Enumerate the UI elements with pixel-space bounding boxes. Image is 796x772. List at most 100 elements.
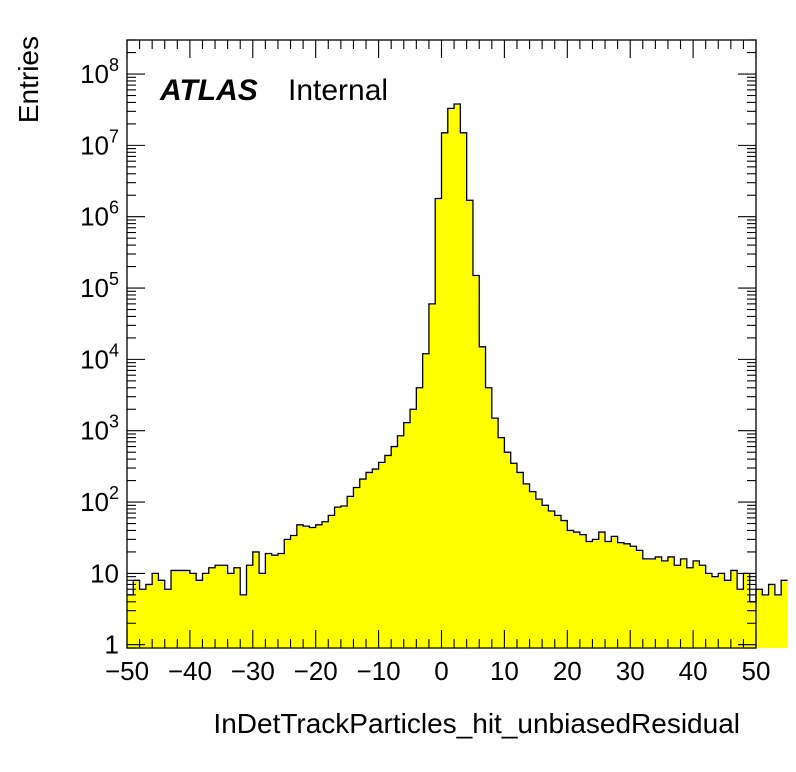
- histogram-bin: [674, 565, 681, 648]
- histogram-bin: [227, 573, 235, 648]
- histogram-bin: [303, 526, 310, 648]
- histogram-bin: [454, 104, 461, 648]
- histogram-bin: [586, 541, 593, 648]
- histogram-bin: [196, 580, 203, 648]
- histogram-bin: [221, 565, 229, 648]
- histogram-bin: [510, 463, 518, 648]
- histogram-bin: [145, 584, 153, 648]
- atlas-label-bold: ATLAS: [159, 74, 258, 107]
- histogram-bin: [554, 515, 562, 648]
- histogram-bin: [730, 570, 738, 648]
- histogram-bin: [548, 510, 556, 648]
- y-tick-label: 108: [80, 55, 119, 89]
- x-axis-label: InDetTrackParticles_hit_unbiasedResidual: [213, 708, 740, 739]
- histogram-bin: [202, 573, 210, 648]
- histogram-bin: [774, 594, 782, 648]
- histogram-bin: [284, 539, 291, 648]
- histogram-bin: [642, 558, 650, 648]
- histogram-bin: [139, 589, 147, 648]
- histogram-bin: [479, 346, 486, 648]
- histogram-bin: [133, 580, 140, 648]
- x-tick-label: −30: [231, 656, 275, 686]
- histogram-bin: [686, 567, 694, 648]
- histogram-bin: [718, 573, 725, 648]
- histogram-bin: [504, 452, 512, 648]
- histogram-bin: [127, 594, 134, 648]
- histogram-bin: [410, 409, 417, 648]
- histogram-bin: [605, 541, 612, 648]
- histogram-bin: [485, 387, 493, 648]
- histogram-bin: [705, 573, 713, 648]
- histogram-bin: [529, 491, 537, 648]
- histogram-bin: [189, 573, 197, 648]
- histogram-bin: [693, 560, 700, 648]
- histogram-bars: [127, 103, 788, 649]
- y-tick-label: 1: [105, 630, 119, 660]
- histogram-bin: [542, 505, 549, 648]
- histogram-bin: [756, 589, 763, 648]
- histogram-bin: [636, 550, 644, 648]
- histogram-bin: [215, 565, 222, 648]
- histogram-bin: [561, 520, 568, 648]
- histogram-bin: [296, 524, 304, 648]
- histogram-bin: [472, 275, 480, 648]
- histogram-outline: [127, 103, 788, 603]
- histogram-bin: [397, 435, 405, 648]
- histogram-bin: [233, 567, 241, 648]
- histogram-bin: [460, 132, 468, 649]
- histogram-bin: [177, 570, 185, 648]
- histogram-bin: [246, 565, 254, 648]
- histogram-bin: [466, 200, 474, 648]
- histogram-bin: [290, 535, 298, 648]
- histogram-bin: [667, 556, 675, 648]
- histogram-bin: [447, 108, 455, 649]
- histogram-bin: [158, 580, 166, 648]
- y-tick-label: 106: [80, 198, 119, 232]
- plot-frame: [126, 39, 757, 649]
- histogram-bin: [617, 542, 625, 648]
- histogram-bin: [309, 527, 317, 648]
- histogram-bin: [271, 555, 279, 648]
- histogram-bin: [573, 532, 581, 648]
- histogram-bin: [535, 499, 543, 648]
- histogram-bin: [384, 455, 392, 648]
- histogram-bin: [711, 576, 719, 648]
- histogram-bin: [240, 594, 247, 648]
- histogram-bin: [630, 546, 637, 648]
- x-tick-label: 30: [616, 656, 645, 686]
- histogram-bin: [724, 580, 732, 648]
- histogram-bin: [378, 462, 386, 648]
- histogram-bin: [416, 387, 424, 648]
- y-tick-label: 105: [80, 269, 119, 303]
- histogram-bin: [749, 601, 757, 648]
- histogram-bin: [655, 556, 663, 648]
- histogram-bin: [208, 567, 216, 648]
- histogram-bin: [435, 198, 442, 648]
- histogram-bin: [516, 472, 524, 648]
- y-tick-label: 102: [80, 483, 119, 517]
- x-tick-label: −20: [294, 656, 338, 686]
- histogram-bin: [441, 132, 449, 649]
- histogram-bin: [523, 483, 530, 648]
- histogram-bin: [661, 560, 669, 648]
- histogram-bin: [340, 506, 348, 648]
- histogram-bin: [768, 584, 776, 648]
- histogram-bin: [403, 422, 411, 648]
- histogram-bin: [277, 553, 285, 648]
- x-tick-label: 20: [553, 656, 582, 686]
- histogram-bin: [649, 558, 656, 648]
- y-tick-label: 107: [80, 126, 119, 160]
- histogram-bin: [592, 539, 600, 648]
- histogram-bin: [152, 573, 159, 648]
- x-tick-label: −50: [105, 656, 149, 686]
- histogram-bin: [321, 521, 329, 648]
- tick-labels: −50 −40 −30 −20 −10 0 10 20 30 40 50 1 10 102 103 104 10…: [80, 55, 770, 686]
- histogram-bin: [353, 487, 361, 648]
- x-tick-label: 50: [742, 656, 771, 686]
- histogram-bin: [372, 469, 379, 648]
- histogram-bin: [781, 580, 788, 648]
- histogram-bin: [428, 303, 436, 648]
- axis-ticks: [126, 39, 757, 649]
- histogram-bin: [491, 418, 499, 648]
